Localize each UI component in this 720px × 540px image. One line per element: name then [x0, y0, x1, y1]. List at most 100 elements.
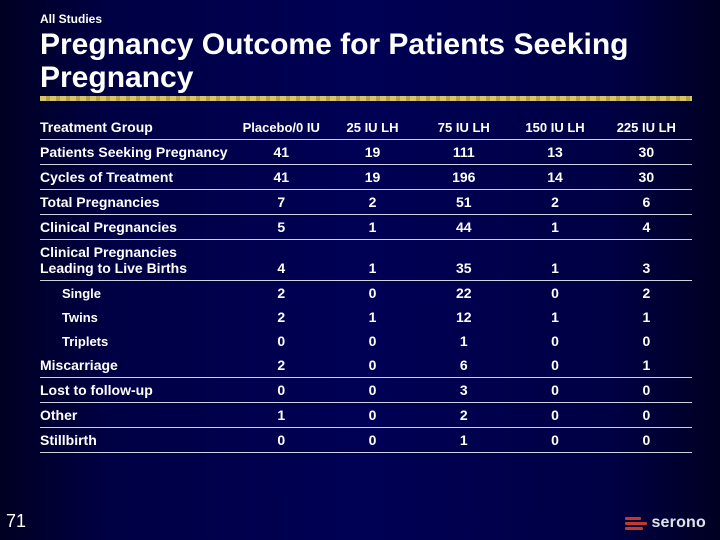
cell-value: 0	[327, 329, 418, 353]
cell-value: 0	[601, 428, 692, 453]
cell-value: 2	[601, 281, 692, 306]
cell-value: 0	[601, 329, 692, 353]
outcome-table: Treatment Group Placebo/0 IU 25 IU LH 75…	[40, 115, 692, 453]
cell-value: 4	[236, 240, 327, 281]
cell-value: 41	[236, 140, 327, 165]
table-row: Patients Seeking Pregnancy41191111330	[40, 140, 692, 165]
col-header: 75 IU LH	[418, 115, 509, 140]
cell-value: 1	[236, 403, 327, 428]
cell-value: 2	[236, 305, 327, 329]
cell-value: 1	[418, 428, 509, 453]
cell-value: 2	[236, 353, 327, 378]
cell-value: 14	[509, 165, 600, 190]
brand-logo: serono	[625, 514, 706, 532]
cell-value: 0	[509, 403, 600, 428]
row-label: Miscarriage	[40, 353, 236, 378]
cell-value: 0	[236, 428, 327, 453]
cell-value: 19	[327, 165, 418, 190]
cell-value: 0	[327, 353, 418, 378]
cell-value: 35	[418, 240, 509, 281]
cell-value: 22	[418, 281, 509, 306]
cell-value: 111	[418, 140, 509, 165]
table-row: Cycles of Treatment41191961430	[40, 165, 692, 190]
cell-value: 12	[418, 305, 509, 329]
cell-value: 4	[601, 215, 692, 240]
cell-value: 0	[509, 281, 600, 306]
cell-value: 1	[418, 329, 509, 353]
cell-value: 1	[327, 305, 418, 329]
cell-value: 0	[509, 329, 600, 353]
cell-value: 1	[509, 305, 600, 329]
cell-value: 0	[236, 378, 327, 403]
cell-value: 30	[601, 140, 692, 165]
cell-value: 2	[327, 190, 418, 215]
cell-value: 1	[509, 240, 600, 281]
col-header: Placebo/0 IU	[236, 115, 327, 140]
title-underline	[40, 96, 692, 101]
table-row: Clinical Pregnancies Leading to Live Bir…	[40, 240, 692, 281]
table-row: Lost to follow-up00300	[40, 378, 692, 403]
cell-value: 2	[418, 403, 509, 428]
cell-value: 51	[418, 190, 509, 215]
cell-value: 30	[601, 165, 692, 190]
table-body: Patients Seeking Pregnancy41191111330Cyc…	[40, 140, 692, 453]
cell-value: 3	[418, 378, 509, 403]
cell-value: 0	[327, 378, 418, 403]
cell-value: 41	[236, 165, 327, 190]
row-label: Twins	[40, 305, 236, 329]
table-row: Clinical Pregnancies514414	[40, 215, 692, 240]
logo-bars-icon	[625, 517, 647, 530]
cell-value: 3	[601, 240, 692, 281]
col-header: 225 IU LH	[601, 115, 692, 140]
page-title: Pregnancy Outcome for Patients Seeking P…	[40, 28, 692, 94]
cell-value: 1	[601, 305, 692, 329]
table-row: Total Pregnancies725126	[40, 190, 692, 215]
cell-value: 196	[418, 165, 509, 190]
row-label: Stillbirth	[40, 428, 236, 453]
cell-value: 1	[327, 215, 418, 240]
cell-value: 7	[236, 190, 327, 215]
cell-value: 44	[418, 215, 509, 240]
header-rowlabel: Treatment Group	[40, 115, 236, 140]
cell-value: 1	[509, 215, 600, 240]
cell-value: 0	[509, 378, 600, 403]
cell-value: 1	[327, 240, 418, 281]
col-header: 150 IU LH	[509, 115, 600, 140]
table-row: Other10200	[40, 403, 692, 428]
row-label: Single	[40, 281, 236, 306]
cell-value: 0	[509, 353, 600, 378]
logo-text: serono	[651, 514, 706, 532]
table-header: Treatment Group Placebo/0 IU 25 IU LH 75…	[40, 115, 692, 140]
cell-value: 0	[327, 428, 418, 453]
cell-value: 0	[601, 378, 692, 403]
table-row: Twins211211	[40, 305, 692, 329]
cell-value: 1	[601, 353, 692, 378]
row-label: Triplets	[40, 329, 236, 353]
row-label: Total Pregnancies	[40, 190, 236, 215]
row-label: Clinical Pregnancies	[40, 215, 236, 240]
row-label: Lost to follow-up	[40, 378, 236, 403]
cell-value: 0	[509, 428, 600, 453]
cell-value: 19	[327, 140, 418, 165]
cell-value: 0	[601, 403, 692, 428]
row-label: Clinical Pregnancies Leading to Live Bir…	[40, 240, 236, 281]
cell-value: 0	[327, 281, 418, 306]
cell-value: 13	[509, 140, 600, 165]
cell-value: 5	[236, 215, 327, 240]
col-header: 25 IU LH	[327, 115, 418, 140]
table-row: Triplets00100	[40, 329, 692, 353]
table-row: Single202202	[40, 281, 692, 306]
row-label: Other	[40, 403, 236, 428]
table-row: Miscarriage20601	[40, 353, 692, 378]
cell-value: 2	[236, 281, 327, 306]
table-row: Stillbirth00100	[40, 428, 692, 453]
cell-value: 6	[418, 353, 509, 378]
cell-value: 6	[601, 190, 692, 215]
cell-value: 0	[236, 329, 327, 353]
row-label: Cycles of Treatment	[40, 165, 236, 190]
cell-value: 0	[327, 403, 418, 428]
slide: All Studies Pregnancy Outcome for Patien…	[0, 0, 720, 540]
page-number: 71	[6, 511, 26, 532]
row-label: Patients Seeking Pregnancy	[40, 140, 236, 165]
cell-value: 2	[509, 190, 600, 215]
